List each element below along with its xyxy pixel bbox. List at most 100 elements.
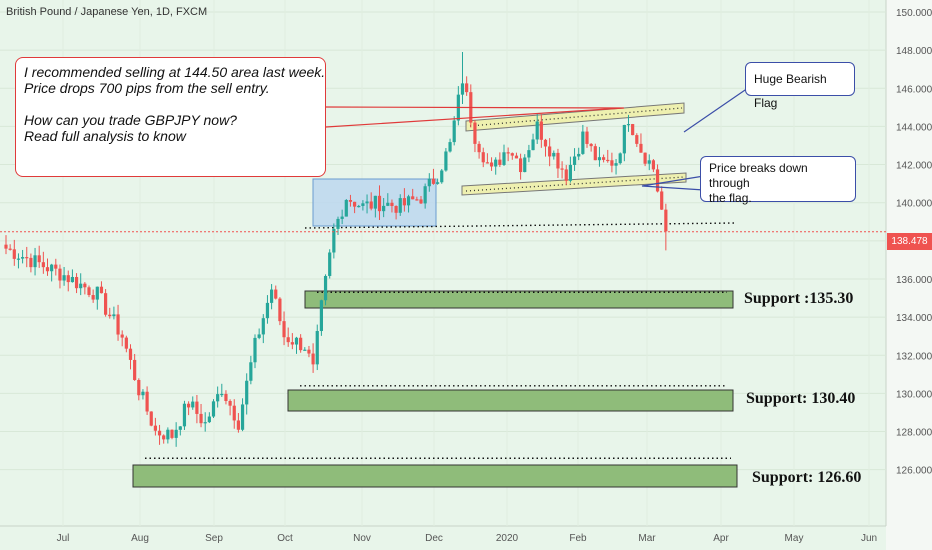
candle-body [282, 321, 286, 338]
support-label-135: Support :135.30 [744, 290, 854, 307]
candle-body [647, 160, 651, 164]
candle-body [618, 153, 622, 164]
candle-body [543, 139, 548, 147]
candle-body [178, 426, 182, 430]
candle-body [249, 362, 253, 381]
candle-body [448, 142, 452, 152]
support-label-126: Support: 126.60 [752, 469, 862, 486]
candle-body [133, 359, 137, 380]
candle-body [99, 286, 104, 294]
support-zone [304, 290, 734, 309]
support-zone [132, 464, 738, 488]
x-tick-label: Feb [569, 533, 587, 544]
candle-body [357, 205, 361, 208]
candle-body [211, 401, 216, 417]
candle-body [303, 349, 307, 351]
candle-body [236, 420, 240, 430]
candle-body [560, 168, 564, 170]
candle-body [157, 430, 162, 436]
candle-body [191, 401, 195, 408]
candle-body [290, 342, 294, 345]
candle-body [166, 429, 170, 440]
x-tick-label: Mar [638, 533, 656, 544]
candle-body [8, 248, 12, 250]
y-tick-label: 148.000 [896, 46, 932, 57]
candle-body [58, 268, 62, 281]
candle-body [112, 314, 116, 317]
candle-body [162, 435, 166, 440]
candle-body [606, 159, 610, 162]
candle-body [444, 151, 448, 171]
candle-body [70, 276, 74, 283]
candle-body [216, 394, 220, 402]
candle-body [253, 337, 257, 363]
candle-body [473, 122, 477, 144]
flag-lower-dotted [465, 176, 685, 192]
candle-body [91, 295, 95, 300]
x-tick-label: Jul [57, 533, 70, 544]
candle-body [278, 298, 282, 322]
candle-body [556, 152, 560, 169]
candle-body [519, 158, 523, 173]
candle-body [224, 393, 228, 401]
candle-body [411, 196, 415, 200]
candle-body [207, 416, 211, 423]
candle-body [83, 283, 87, 288]
candle-body [452, 120, 456, 143]
candle-body [45, 267, 50, 272]
candle-body [340, 216, 344, 219]
last-price-tag: 138.478 [887, 233, 932, 250]
callout-line-3: How can you trade GBPJPY now? [24, 112, 237, 128]
candle-body [365, 201, 369, 204]
y-tick-label: 128.000 [896, 428, 932, 439]
candle-body [585, 131, 589, 144]
candle-body [568, 164, 572, 181]
candle-body [402, 198, 406, 206]
candle-body [622, 124, 626, 154]
candle-body [460, 83, 465, 95]
candle-body [54, 264, 58, 269]
candle-body [319, 300, 323, 332]
candle-body [116, 314, 120, 335]
candle-body [398, 198, 402, 213]
x-tick-label: Aug [131, 533, 149, 544]
candle-body [386, 202, 390, 206]
y-tick-label: 136.000 [896, 275, 932, 286]
breakdown-callout-pointer [641, 175, 705, 191]
candle-body [373, 195, 377, 209]
candle-body [614, 163, 618, 166]
y-tick-label: 132.000 [896, 351, 932, 362]
candle-body [41, 262, 45, 268]
candle-body [220, 393, 224, 396]
bearish-flag-callout: Huge Bearish Flag [745, 62, 855, 110]
candle-body [626, 124, 631, 126]
candle-body [415, 199, 419, 201]
candle-body [232, 405, 236, 421]
candle-body [29, 257, 33, 268]
candle-body [631, 124, 635, 136]
candle-body [16, 258, 21, 260]
candle-body [390, 202, 394, 206]
candle-body [382, 205, 386, 212]
candle-body [655, 169, 660, 192]
candle-body [62, 275, 66, 281]
candle-body [128, 348, 133, 360]
candle-body [141, 391, 145, 396]
candle-body [502, 152, 506, 165]
x-tick-label: Dec [425, 533, 443, 544]
candle-body [593, 146, 597, 161]
candle-body [182, 403, 187, 427]
callout-line-2: Price drops 700 pips from the sell entry… [24, 80, 270, 96]
candle-body [539, 121, 543, 140]
candle-body [245, 380, 249, 405]
candle-body [12, 249, 16, 259]
candle-body [74, 276, 79, 289]
callout-spacer [24, 96, 317, 112]
candle-body [87, 287, 91, 296]
candle-body [510, 153, 514, 156]
candle-body [323, 275, 328, 301]
candle-body [481, 152, 485, 163]
candle-body [602, 157, 606, 160]
candle-body [485, 162, 489, 164]
